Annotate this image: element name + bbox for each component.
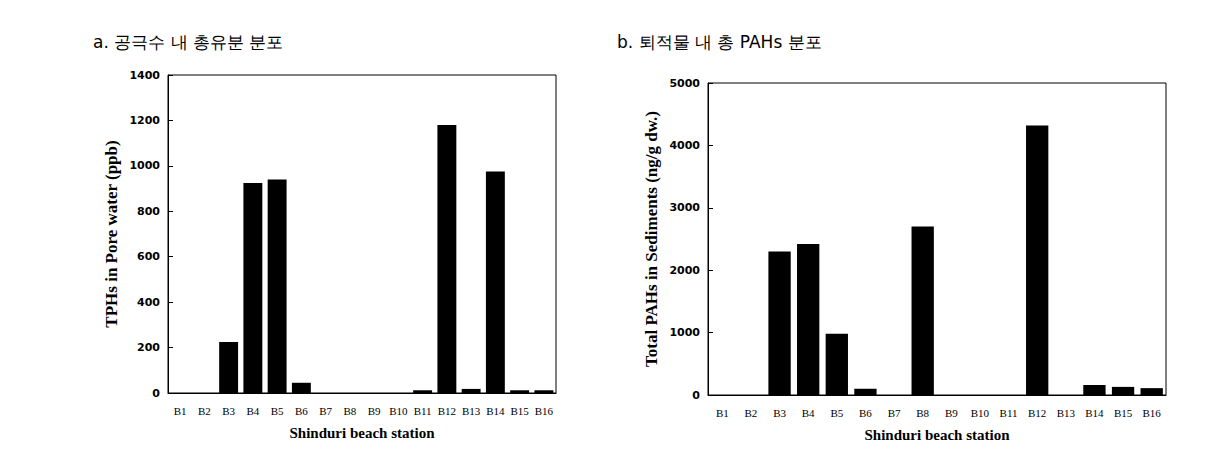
svg-text:B9: B9	[368, 405, 381, 417]
svg-text:B3: B3	[222, 405, 235, 417]
svg-text:B11: B11	[414, 405, 432, 417]
svg-text:5000: 5000	[669, 77, 700, 90]
svg-text:B7: B7	[319, 405, 332, 417]
svg-text:200: 200	[137, 341, 160, 354]
svg-text:B8: B8	[916, 407, 929, 419]
svg-text:B16: B16	[1143, 407, 1162, 419]
svg-text:B3: B3	[773, 407, 786, 419]
svg-text:4000: 4000	[669, 139, 700, 152]
svg-text:B16: B16	[535, 405, 554, 417]
svg-text:Shinduri beach station: Shinduri beach station	[864, 427, 1010, 443]
svg-text:B6: B6	[295, 405, 308, 417]
svg-text:1000: 1000	[129, 159, 160, 172]
svg-text:1200: 1200	[129, 114, 160, 127]
svg-text:0: 0	[692, 389, 700, 402]
svg-text:B12: B12	[1028, 407, 1046, 419]
svg-text:B6: B6	[859, 407, 872, 419]
svg-text:B10: B10	[971, 407, 990, 419]
svg-text:0: 0	[152, 387, 160, 400]
svg-text:Shinduri beach station: Shinduri beach station	[289, 425, 435, 441]
svg-text:B15: B15	[1114, 407, 1133, 419]
svg-text:B5: B5	[271, 405, 284, 417]
svg-text:B11: B11	[1000, 407, 1018, 419]
svg-text:1000: 1000	[669, 326, 700, 339]
svg-text:Total PAHs in Sediments (ng/g: Total PAHs in Sediments (ng/g dw.)	[642, 111, 661, 367]
svg-text:B12: B12	[438, 405, 456, 417]
svg-text:B7: B7	[888, 407, 901, 419]
svg-text:B2: B2	[745, 407, 758, 419]
svg-text:B8: B8	[343, 405, 356, 417]
svg-text:800: 800	[137, 205, 160, 218]
svg-text:a. 공극수 내 총유분 분포: a. 공극수 내 총유분 분포	[93, 32, 283, 52]
svg-text:3000: 3000	[669, 201, 700, 214]
svg-text:B5: B5	[830, 407, 843, 419]
svg-text:B4: B4	[802, 407, 815, 419]
svg-text:b. 퇴적물 내 총 PAHs 분포: b. 퇴적물 내 총 PAHs 분포	[617, 32, 822, 52]
svg-text:B9: B9	[945, 407, 958, 419]
svg-text:B15: B15	[510, 405, 529, 417]
svg-text:1400: 1400	[129, 69, 160, 82]
svg-text:B14: B14	[1085, 407, 1104, 419]
svg-text:B2: B2	[198, 405, 211, 417]
svg-text:B14: B14	[486, 405, 505, 417]
svg-text:B10: B10	[389, 405, 408, 417]
svg-text:B13: B13	[462, 405, 481, 417]
svg-text:B13: B13	[1057, 407, 1076, 419]
svg-text:TPHs in Pore water (ppb): TPHs in Pore water (ppb)	[102, 140, 121, 327]
svg-text:B1: B1	[174, 405, 187, 417]
svg-text:400: 400	[137, 296, 160, 309]
svg-text:600: 600	[137, 250, 160, 263]
svg-text:2000: 2000	[669, 264, 700, 277]
svg-text:B4: B4	[246, 405, 259, 417]
svg-text:B1: B1	[716, 407, 729, 419]
